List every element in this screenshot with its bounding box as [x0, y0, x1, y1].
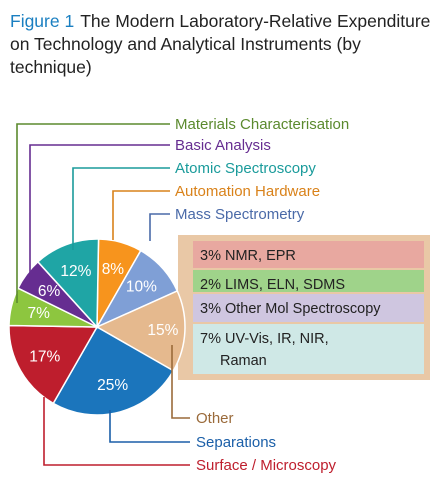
other-breakdown-label-1: 3% NMR, EPR	[200, 248, 296, 264]
slice-value-atomic-spectroscopy: 12%	[60, 263, 91, 280]
other-breakdown-label-2: 2% LIMS, ELN, SDMS	[200, 277, 345, 293]
connector-basic-analysis	[29, 144, 170, 282]
other-breakdown-label-4: 7% UV-Vis, IR, NIR,	[200, 331, 329, 347]
pie-slice-other	[95, 289, 186, 372]
pie-slice-separations	[52, 325, 175, 416]
pie-slice-surface-microscopy	[8, 324, 99, 405]
slice-value-mass-spectrometry: 10%	[126, 279, 157, 296]
other-breakdown-row-4	[193, 324, 424, 374]
connector-separations	[109, 410, 190, 443]
connector-materials-characterisation	[16, 123, 170, 303]
slice-value-other: 15%	[147, 322, 178, 339]
other-breakdown-row-3	[193, 294, 424, 322]
other-breakdown-label-4-line2: Raman	[220, 353, 267, 369]
other-breakdown-label-3: 3% Other Mol Spectroscopy	[200, 301, 381, 317]
category-label-basic-analysis: Basic Analysis	[175, 137, 271, 154]
connector-mass-spectrometry	[149, 213, 170, 241]
connector-surface-microscopy	[43, 397, 190, 466]
slice-value-materials-characterisation: 7%	[27, 305, 50, 322]
connector-atomic-spectroscopy	[72, 167, 170, 250]
figure-title-text: The Modern Laboratory-Relative Expenditu…	[10, 11, 431, 77]
category-label-surface-microscopy: Surface / Microscopy	[196, 457, 337, 474]
slice-value-basic-analysis: 6%	[38, 283, 61, 300]
other-breakdown-row-2	[193, 270, 424, 292]
category-label-atomic-spectroscopy: Atomic Spectroscopy	[175, 160, 316, 177]
category-label-separations: Separations	[196, 434, 276, 451]
slice-value-automation-hardware: 8%	[102, 261, 125, 278]
category-label-materials-characterisation: Materials Characterisation	[175, 116, 349, 133]
category-label-automation-hardware: Automation Hardware	[175, 183, 320, 200]
slice-value-separations: 25%	[97, 377, 128, 394]
category-label-mass-spectrometry: Mass Spectrometry	[175, 206, 305, 223]
category-label-other: Other	[196, 410, 234, 427]
connector-automation-hardware	[112, 190, 170, 240]
slice-value-surface-microscopy: 17%	[29, 349, 60, 366]
connector-other	[171, 345, 190, 419]
figure-label: Figure 1	[10, 11, 75, 31]
other-breakdown-row-1	[193, 241, 424, 268]
pie-slice-atomic-spectroscopy	[36, 238, 100, 329]
figure-title: Figure 1 The Modern Laboratory-Relative E…	[10, 10, 438, 79]
